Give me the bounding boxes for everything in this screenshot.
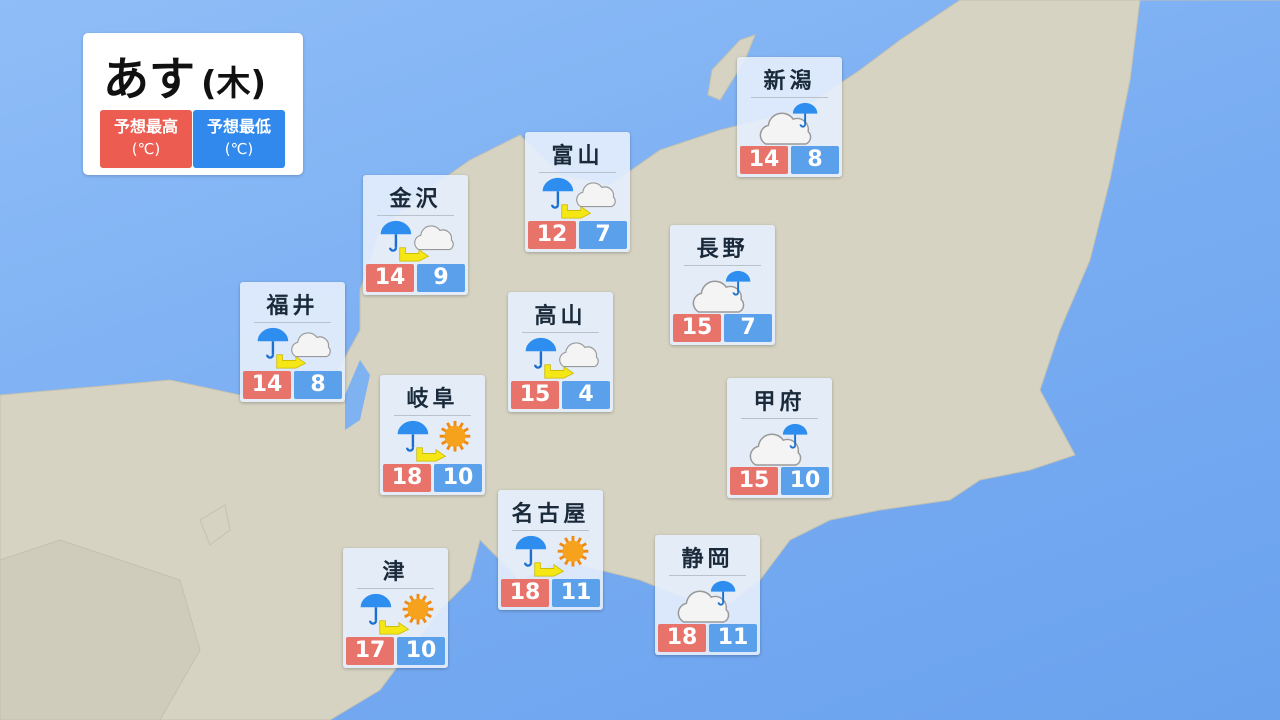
rain-then-cloudy-icon bbox=[525, 337, 599, 379]
city-forecast-card: 富山 12 7 bbox=[525, 132, 630, 252]
low-temp: 11 bbox=[709, 624, 757, 652]
high-temp: 17 bbox=[346, 637, 394, 665]
divider bbox=[741, 418, 818, 419]
high-temp: 14 bbox=[740, 146, 788, 174]
city-name: 高山 bbox=[534, 304, 587, 329]
high-temp: 18 bbox=[501, 579, 549, 607]
high-temp: 14 bbox=[366, 264, 414, 292]
city-forecast-card: 名古屋 18 11 bbox=[498, 490, 603, 610]
city-name: 長野 bbox=[696, 237, 749, 262]
low-temp: 10 bbox=[397, 637, 445, 665]
city-forecast-card: 甲府 15 10 bbox=[727, 378, 832, 498]
weekday-label: (木) bbox=[201, 64, 267, 104]
divider bbox=[512, 530, 589, 531]
divider bbox=[669, 575, 746, 576]
high-temp: 12 bbox=[528, 221, 576, 249]
city-name: 新潟 bbox=[763, 69, 816, 94]
divider bbox=[357, 588, 434, 589]
high-temp: 15 bbox=[730, 467, 778, 495]
rain-then-cloudy-icon bbox=[542, 177, 616, 219]
divider bbox=[751, 97, 828, 98]
low-temp: 7 bbox=[724, 314, 772, 342]
cloudy-sometimes-rain-icon bbox=[692, 270, 751, 313]
day-label: あす bbox=[103, 52, 195, 106]
legend-high-unit: (℃) bbox=[131, 140, 161, 158]
city-name: 津 bbox=[382, 560, 409, 585]
legend-low-temp: 予想最低 (℃) bbox=[193, 110, 285, 168]
divider bbox=[254, 322, 331, 323]
city-name: 金沢 bbox=[389, 187, 442, 212]
divider bbox=[539, 172, 616, 173]
low-temp: 10 bbox=[434, 464, 482, 492]
low-temp: 9 bbox=[417, 264, 465, 292]
city-forecast-card: 金沢 14 9 bbox=[363, 175, 468, 295]
cloudy-sometimes-rain-icon bbox=[677, 580, 736, 623]
city-forecast-card: 新潟 14 8 bbox=[737, 57, 842, 177]
lake-biwa bbox=[345, 360, 370, 430]
city-name: 岐阜 bbox=[406, 387, 459, 412]
low-temp: 8 bbox=[294, 371, 342, 399]
city-name: 富山 bbox=[551, 144, 604, 169]
legend-low-label: 予想最低 bbox=[206, 117, 271, 136]
divider bbox=[522, 332, 599, 333]
high-temp: 14 bbox=[243, 371, 291, 399]
high-temp: 18 bbox=[658, 624, 706, 652]
cloudy-sometimes-rain-icon bbox=[749, 423, 808, 466]
city-forecast-card: 岐阜 18 10 bbox=[380, 375, 485, 495]
legend-high-label: 予想最高 bbox=[113, 117, 178, 136]
high-temp: 15 bbox=[673, 314, 721, 342]
forecast-day-title: あす (木) bbox=[103, 43, 266, 109]
city-name: 甲府 bbox=[753, 390, 806, 415]
divider bbox=[377, 215, 454, 216]
rain-then-sunny-icon bbox=[360, 593, 434, 635]
city-forecast-card: 津 17 10 bbox=[343, 548, 448, 668]
legend-high-temp: 予想最高 (℃) bbox=[100, 110, 192, 168]
city-name: 静岡 bbox=[681, 547, 734, 572]
city-name: 名古屋 bbox=[511, 502, 590, 527]
legend-low-unit: (℃) bbox=[224, 140, 254, 158]
land-awaji bbox=[199, 504, 231, 546]
city-name: 福井 bbox=[266, 294, 319, 319]
divider bbox=[684, 265, 761, 266]
legend-panel: あす (木) 予想最高 (℃) 予想最低 (℃) bbox=[83, 33, 303, 175]
rain-then-sunny-icon bbox=[515, 535, 589, 577]
high-temp: 15 bbox=[511, 381, 559, 409]
city-forecast-card: 長野 15 7 bbox=[670, 225, 775, 345]
divider bbox=[394, 415, 471, 416]
low-temp: 4 bbox=[562, 381, 610, 409]
low-temp: 7 bbox=[579, 221, 627, 249]
land-shikoku bbox=[0, 539, 201, 720]
low-temp: 11 bbox=[552, 579, 600, 607]
low-temp: 8 bbox=[791, 146, 839, 174]
city-forecast-card: 静岡 18 11 bbox=[655, 535, 760, 655]
low-temp: 10 bbox=[781, 467, 829, 495]
rain-then-cloudy-icon bbox=[380, 220, 454, 262]
city-forecast-card: 高山 15 4 bbox=[508, 292, 613, 412]
city-forecast-card: 福井 14 8 bbox=[240, 282, 345, 402]
rain-then-sunny-icon bbox=[397, 420, 471, 462]
rain-then-cloudy-icon bbox=[257, 327, 331, 369]
high-temp: 18 bbox=[383, 464, 431, 492]
cloudy-sometimes-rain-icon bbox=[759, 102, 818, 145]
